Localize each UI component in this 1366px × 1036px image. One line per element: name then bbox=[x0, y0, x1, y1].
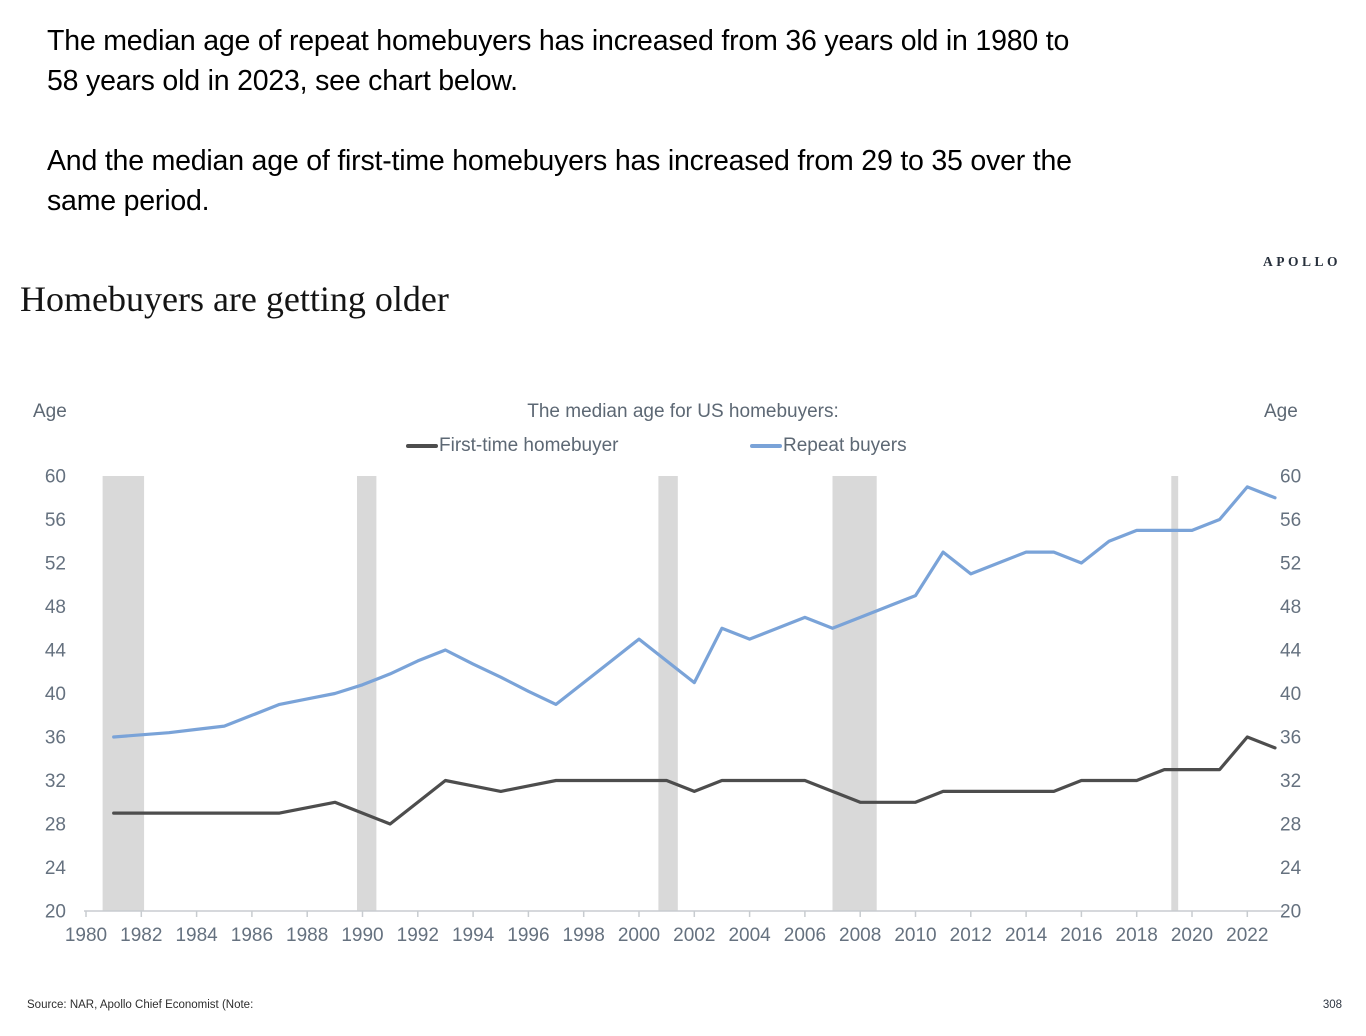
recession-band bbox=[1171, 476, 1179, 911]
y-tick-label-right: 48 bbox=[1280, 597, 1301, 618]
y-tick-label-left: 44 bbox=[45, 641, 67, 662]
x-tick-label: 1994 bbox=[452, 925, 495, 946]
y-tick-label-left: 56 bbox=[45, 510, 66, 531]
x-tick-label: 2020 bbox=[1171, 925, 1213, 946]
y-tick-label-right: 20 bbox=[1280, 902, 1301, 923]
intro-text: The median age of repeat homebuyers has … bbox=[47, 21, 1337, 261]
x-tick-label: 1998 bbox=[563, 925, 605, 946]
intro-p1-line1: The median age of repeat homebuyers has … bbox=[47, 25, 1070, 57]
x-tick-label: 2004 bbox=[728, 925, 771, 946]
recession-band bbox=[832, 476, 877, 911]
x-tick-label: 1990 bbox=[341, 925, 383, 946]
x-tick-label: 1986 bbox=[231, 925, 273, 946]
y-tick-label-left: 52 bbox=[45, 554, 66, 575]
x-tick-label: 2012 bbox=[950, 925, 992, 946]
first-time-line-swatch-icon bbox=[406, 443, 438, 449]
intro-p1-line2: 58 years old in 2023, see chart below. bbox=[47, 65, 518, 97]
legend-label-first-time: First-time homebuyer bbox=[439, 435, 619, 456]
y-tick-label-left: 36 bbox=[45, 728, 66, 749]
chart-title: Homebuyers are getting older bbox=[20, 279, 449, 319]
x-tick-label: 2008 bbox=[839, 925, 881, 946]
x-tick-label: 1982 bbox=[120, 925, 162, 946]
x-tick-label: 1984 bbox=[175, 925, 218, 946]
x-tick-label: 2018 bbox=[1116, 925, 1158, 946]
x-tick-label: 1988 bbox=[286, 925, 328, 946]
y-tick-label-right: 24 bbox=[1280, 858, 1302, 879]
legend-item-repeat-buyers: Repeat buyers bbox=[750, 435, 907, 457]
y-tick-label-left: 24 bbox=[45, 858, 67, 879]
y-tick-label-right: 40 bbox=[1280, 684, 1301, 705]
intro-p2-line2: same period. bbox=[47, 185, 210, 217]
y-tick-label-left: 28 bbox=[45, 815, 66, 836]
y-tick-label-right: 56 bbox=[1280, 510, 1301, 531]
y-tick-label-right: 32 bbox=[1280, 771, 1301, 792]
y-tick-label-left: 20 bbox=[45, 902, 66, 923]
chart-subtitle: The median age for US homebuyers: bbox=[527, 401, 839, 422]
page-number: 308 bbox=[1322, 999, 1342, 1011]
y-tick-label-left: 60 bbox=[45, 467, 66, 488]
x-tick-label: 2014 bbox=[1005, 925, 1048, 946]
intro-paragraph-2: And the median age of first-time homebuy… bbox=[47, 141, 1337, 221]
y-tick-label-right: 60 bbox=[1280, 467, 1301, 488]
x-tick-label: 2010 bbox=[894, 925, 936, 946]
recession-band bbox=[658, 476, 678, 911]
y-axis-unit-right: Age bbox=[1264, 401, 1298, 422]
intro-p2-line1: And the median age of first-time homebuy… bbox=[47, 145, 1072, 177]
x-tick-label: 2016 bbox=[1060, 925, 1102, 946]
x-tick-label: 1992 bbox=[397, 925, 439, 946]
y-tick-label-left: 48 bbox=[45, 597, 66, 618]
y-tick-label-right: 36 bbox=[1280, 728, 1301, 749]
y-tick-label-right: 52 bbox=[1280, 554, 1301, 575]
legend-label-repeat-buyers: Repeat buyers bbox=[783, 435, 907, 456]
legend-item-first-time: First-time homebuyer bbox=[406, 435, 619, 457]
y-axis-unit-left: Age bbox=[33, 401, 67, 422]
apollo-logo: APOLLO bbox=[1262, 254, 1341, 269]
recession-band bbox=[102, 476, 145, 911]
homebuyer-age-line-chart: 1980 1982 1984 1986 1988 1990 1992 1994 1996 1998… bbox=[45, 467, 1302, 947]
source-note: Source: NAR, Apollo Chief Economist (Not… bbox=[27, 999, 254, 1011]
x-tick-label: 2006 bbox=[784, 925, 826, 946]
repeat-buyers-line bbox=[112, 485, 1277, 739]
recession-band bbox=[357, 476, 377, 911]
x-tick-label: 1996 bbox=[507, 925, 549, 946]
x-tick-label: 1980 bbox=[65, 925, 107, 946]
repeat-buyers-line-swatch-icon bbox=[750, 443, 782, 449]
first-time-homebuyer-line bbox=[112, 735, 1277, 826]
y-tick-label-left: 32 bbox=[45, 771, 66, 792]
x-tick-label: 2000 bbox=[618, 925, 660, 946]
x-tick-label: 2022 bbox=[1226, 925, 1268, 946]
x-tick-label: 2002 bbox=[673, 925, 715, 946]
y-tick-label-left: 40 bbox=[45, 684, 66, 705]
y-tick-label-right: 44 bbox=[1280, 641, 1302, 662]
intro-paragraph-1: The median age of repeat homebuyers has … bbox=[47, 21, 1337, 101]
y-tick-label-right: 28 bbox=[1280, 815, 1301, 836]
